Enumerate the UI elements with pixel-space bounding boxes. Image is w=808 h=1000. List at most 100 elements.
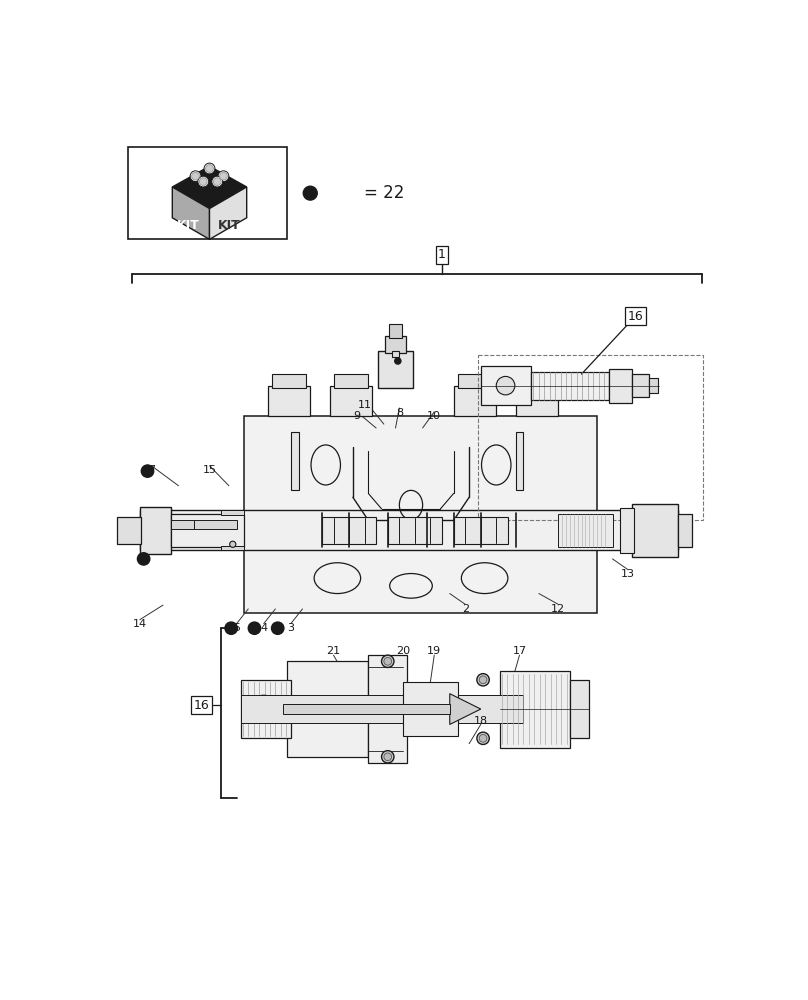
Text: = 22: = 22 (364, 184, 405, 202)
Circle shape (381, 655, 394, 667)
Text: 8: 8 (396, 408, 403, 418)
Bar (140, 510, 679, 550)
Circle shape (303, 186, 318, 200)
Bar (453, 386, 496, 416)
Text: KIT: KIT (177, 219, 200, 232)
Bar (516, 432, 524, 490)
Polygon shape (172, 187, 209, 239)
Bar (283, 704, 450, 714)
Circle shape (229, 541, 236, 547)
Bar (221, 510, 244, 515)
Bar (128, 147, 287, 239)
Bar (608, 369, 632, 403)
Bar (330, 386, 372, 416)
Text: 14: 14 (133, 619, 147, 629)
Circle shape (205, 165, 213, 172)
Bar (478, 355, 703, 520)
Text: 1: 1 (438, 248, 446, 261)
Bar (334, 374, 368, 388)
Circle shape (479, 734, 487, 742)
Bar (457, 374, 492, 388)
Text: 18: 18 (473, 716, 488, 726)
Bar (116, 517, 141, 544)
Bar (287, 661, 368, 757)
Bar (481, 366, 531, 405)
Text: 16: 16 (628, 310, 644, 323)
Circle shape (137, 553, 149, 565)
Bar (403, 682, 457, 736)
Bar (392, 351, 399, 357)
Bar (267, 386, 310, 416)
Circle shape (271, 622, 284, 634)
Text: 7: 7 (148, 465, 155, 475)
Text: 16: 16 (194, 699, 209, 712)
Circle shape (477, 732, 490, 744)
Bar (679, 514, 692, 547)
Bar (385, 336, 406, 353)
Text: 6: 6 (137, 554, 143, 564)
Circle shape (204, 163, 215, 174)
Bar (453, 517, 508, 544)
Circle shape (479, 676, 487, 684)
Bar (271, 374, 306, 388)
Bar (558, 514, 612, 547)
Polygon shape (209, 187, 246, 239)
Text: 9: 9 (353, 411, 360, 421)
Text: 13: 13 (621, 569, 635, 579)
Text: 20: 20 (396, 646, 410, 656)
Bar (388, 517, 442, 544)
Circle shape (212, 176, 223, 187)
Text: 2: 2 (461, 604, 469, 614)
Text: 11: 11 (357, 400, 372, 410)
Bar (632, 504, 679, 557)
Circle shape (225, 622, 238, 634)
Bar (516, 386, 558, 416)
Bar (368, 655, 407, 763)
Circle shape (395, 358, 401, 364)
Bar (170, 520, 194, 529)
Circle shape (220, 172, 227, 180)
Bar (531, 372, 608, 400)
Circle shape (248, 622, 261, 634)
Bar (621, 508, 634, 553)
Text: 12: 12 (551, 604, 566, 614)
Polygon shape (450, 694, 481, 724)
Circle shape (200, 178, 207, 185)
Circle shape (384, 753, 392, 761)
Bar (649, 378, 659, 393)
Circle shape (218, 171, 229, 182)
Bar (520, 374, 554, 388)
Text: 5: 5 (234, 623, 240, 633)
Bar (570, 680, 589, 738)
Circle shape (190, 171, 201, 182)
Circle shape (141, 465, 154, 477)
Text: 3: 3 (288, 623, 294, 633)
Text: KIT: KIT (217, 219, 240, 232)
Circle shape (477, 674, 490, 686)
Bar (241, 695, 524, 723)
Bar (632, 374, 649, 397)
Text: 21: 21 (326, 646, 340, 656)
Bar (194, 520, 237, 529)
Text: 10: 10 (427, 411, 441, 421)
Bar (140, 507, 170, 554)
Bar (322, 517, 377, 544)
Text: 19: 19 (427, 646, 441, 656)
Polygon shape (172, 166, 246, 209)
Circle shape (191, 172, 200, 180)
Circle shape (496, 376, 515, 395)
Circle shape (213, 178, 221, 185)
Circle shape (384, 657, 392, 665)
Circle shape (198, 176, 208, 187)
Bar (378, 351, 413, 388)
Bar (244, 416, 597, 613)
Text: 15: 15 (203, 465, 217, 475)
Text: 4: 4 (260, 623, 267, 633)
Bar (221, 546, 244, 550)
Bar (500, 671, 570, 748)
Bar (389, 324, 402, 338)
Bar (291, 432, 299, 490)
Circle shape (250, 695, 278, 723)
Circle shape (381, 751, 394, 763)
Bar (241, 680, 291, 738)
